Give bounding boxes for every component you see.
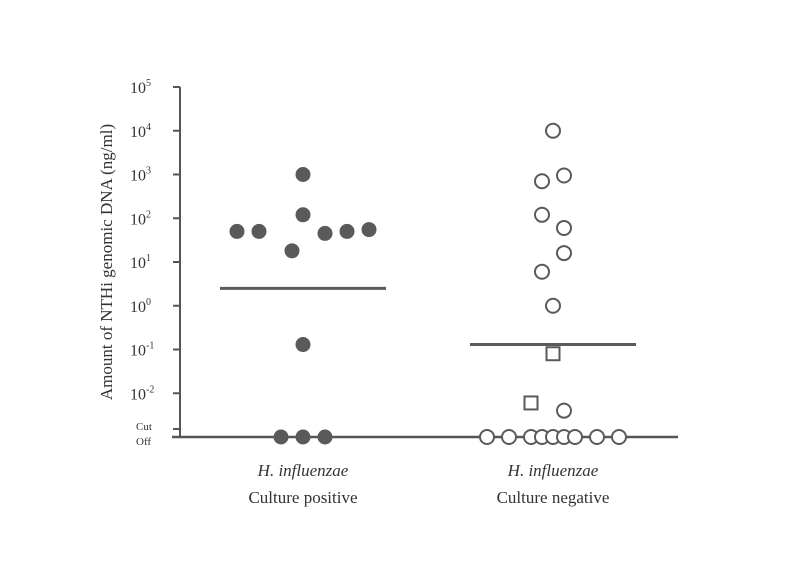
- data-point-square: [523, 395, 539, 411]
- y-tick-label: 102: [130, 209, 151, 228]
- axes: [172, 87, 678, 439]
- data-point-filled: [251, 223, 267, 239]
- data-point-filled: [317, 225, 333, 241]
- category-species-label: H. influenzae: [257, 461, 349, 480]
- data-point-filled: [295, 429, 311, 445]
- data-point-open: [556, 167, 572, 184]
- median-lines: [220, 286, 636, 347]
- y-axis-title: Amount of NTHi genomic DNA (ng/ml): [97, 124, 116, 400]
- data-point-open: [545, 122, 561, 139]
- data-point-filled: [361, 222, 377, 238]
- y-tick-label: 103: [130, 166, 151, 185]
- data-point-filled: [295, 337, 311, 353]
- data-point-open: [567, 429, 583, 445]
- data-points: [229, 122, 627, 445]
- cutoff-label-line2: Off: [136, 436, 151, 448]
- data-point-open: [556, 402, 572, 419]
- data-point-open: [556, 219, 572, 236]
- data-point-filled: [229, 223, 245, 239]
- data-point-filled: [295, 167, 311, 182]
- data-point-open: [545, 297, 561, 314]
- data-point-open: [501, 429, 517, 445]
- category-label: Culture negative: [497, 488, 610, 507]
- data-point-open: [534, 263, 550, 280]
- data-point-open: [479, 429, 495, 445]
- data-point-filled: [295, 207, 311, 223]
- y-tick-label: 10-2: [130, 384, 154, 403]
- y-tick-label: 100: [130, 297, 151, 316]
- y-tick-label: 101: [130, 253, 151, 272]
- labels: Amount of NTHi genomic DNA (ng/ml) H. inf…: [97, 124, 609, 507]
- category-label: Culture positive: [248, 488, 357, 507]
- data-point-open: [534, 173, 550, 190]
- data-point-filled: [273, 429, 289, 445]
- data-point-filled: [317, 429, 333, 445]
- y-tick-label: 105: [130, 78, 151, 97]
- category-species-label: H. influenzae: [507, 461, 599, 480]
- data-point-open: [589, 429, 605, 445]
- data-point-square: [545, 346, 561, 362]
- data-point-filled: [339, 223, 355, 239]
- y-tick-label: 10-1: [130, 341, 154, 360]
- data-point-filled: [284, 243, 300, 259]
- y-ticks: 105 104 103 102 101 100 10-1 10-2 Cut Off: [130, 78, 180, 448]
- data-point-open: [611, 429, 627, 445]
- data-point-open: [534, 206, 550, 223]
- y-tick-label: 104: [130, 122, 151, 141]
- cutoff-label-line1: Cut: [136, 421, 152, 433]
- data-point-open: [556, 245, 572, 262]
